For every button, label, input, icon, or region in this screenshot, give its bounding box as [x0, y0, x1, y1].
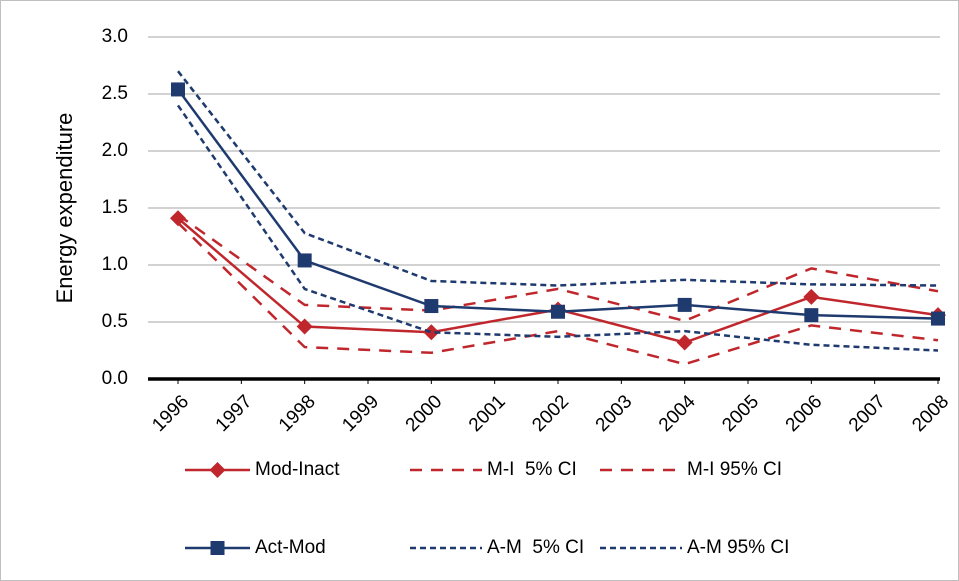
data-point	[424, 299, 439, 314]
series-line	[177, 213, 939, 323]
y-tick-label: 3.0	[102, 26, 128, 47]
legend-label: Mod-Inact	[255, 459, 340, 480]
y-axis-label: Energy expenditure	[52, 113, 77, 304]
data-point	[803, 288, 820, 305]
series-line	[177, 221, 939, 366]
legend-label: M-I 5% CI	[487, 459, 577, 480]
series-line	[177, 70, 939, 287]
legend-label: M-I 95% CI	[687, 459, 782, 480]
data-point	[677, 297, 692, 312]
y-tick-label: 2.0	[102, 140, 128, 161]
data-point	[296, 318, 313, 335]
y-tick-label: 2.5	[102, 83, 128, 104]
data-point	[931, 311, 945, 326]
y-tick-label: 0.5	[102, 311, 128, 332]
legend-marker	[209, 462, 226, 478]
data-point	[171, 82, 185, 97]
data-point	[804, 308, 819, 323]
data-point	[170, 210, 186, 227]
legend-label: A-M 95% CI	[687, 537, 789, 558]
legend-label: A-M 5% CI	[487, 537, 584, 558]
series-line	[176, 104, 939, 352]
y-tick-label: 1.5	[102, 197, 128, 218]
legend-label: Act-Mod	[255, 537, 326, 558]
data-point	[551, 304, 565, 319]
data-point	[297, 253, 312, 268]
data-point	[676, 334, 693, 351]
data-point	[423, 324, 440, 341]
y-tick-label: 0.0	[102, 368, 128, 389]
legend-marker	[210, 541, 225, 555]
y-tick-label: 1.0	[102, 254, 128, 275]
